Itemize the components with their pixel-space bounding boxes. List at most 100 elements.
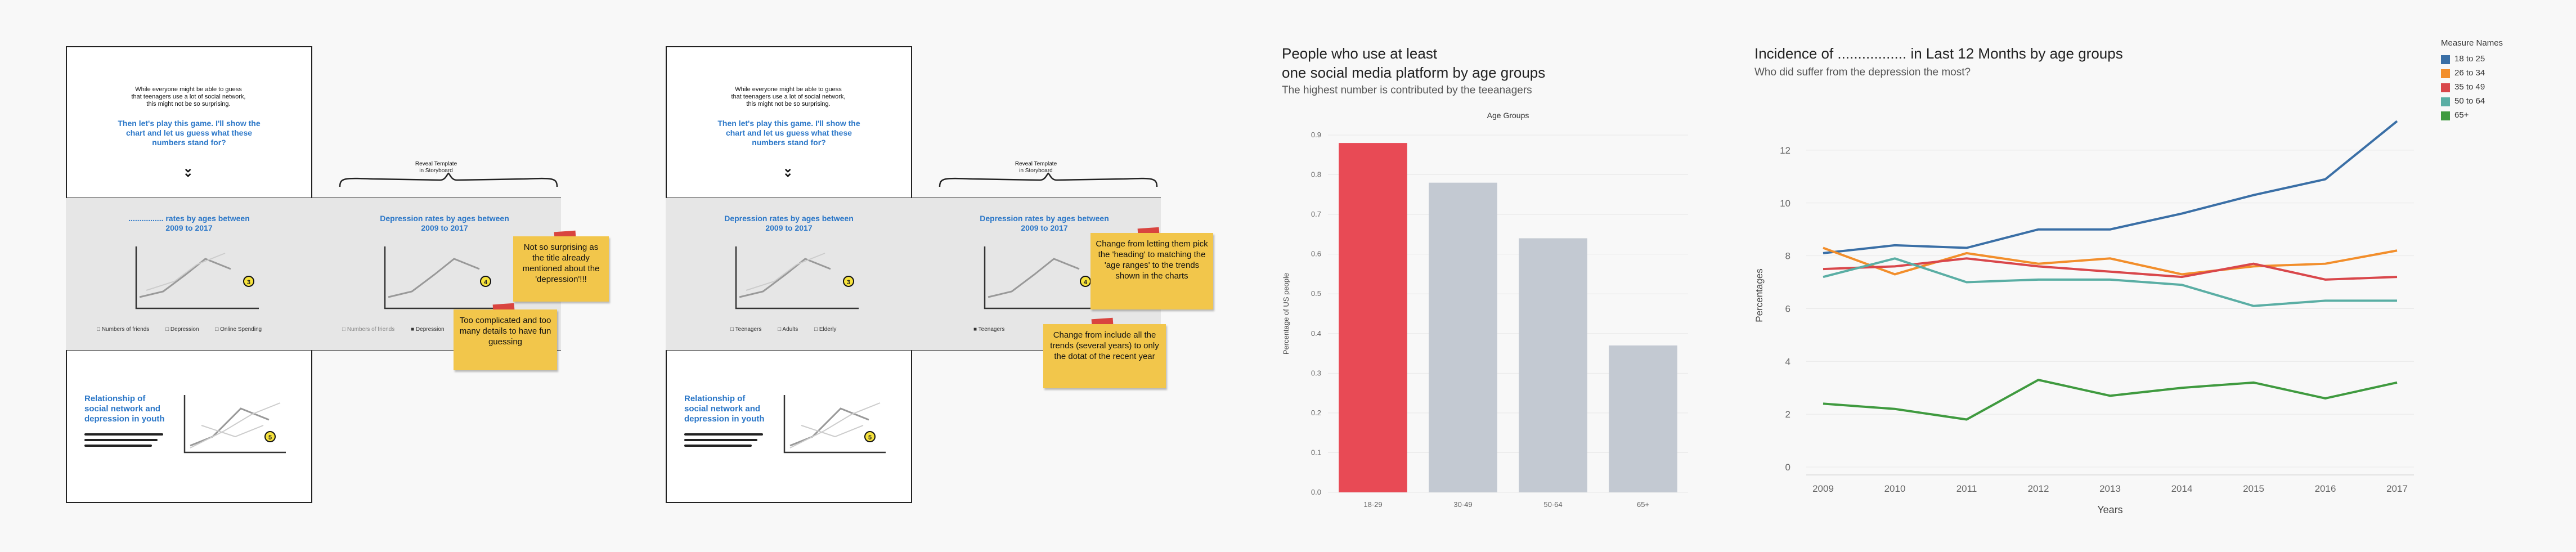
scribble-text <box>84 445 152 447</box>
x-tick-label: 30-49 <box>1453 500 1472 509</box>
y-axis-title: Percentage of US people <box>1282 273 1290 354</box>
x-tick-label: 50-64 <box>1543 500 1562 509</box>
y-tick-label: 0.4 <box>1311 329 1321 338</box>
y-tick-label: 0.3 <box>1311 369 1321 377</box>
chart-subtitle: The highest number is contributed by the… <box>1282 84 1532 96</box>
chevron-down-icon: ⌄ ⌄ <box>183 161 194 179</box>
line-chart: 0 2 4 6 8 10 12 2009 2010 2011 2012 2013 2014 2015 201… <box>1754 120 2414 515</box>
question-text: Then let's play this game. I'll show the… <box>717 119 860 147</box>
x-tick-label: 2014 <box>2171 483 2193 494</box>
panel-title: Depression rates by ages between 2009 to… <box>980 214 1109 232</box>
y-tick-label: 0.1 <box>1311 448 1321 456</box>
sticky-note: Change from include all the trends (seve… <box>1043 324 1166 388</box>
series-line <box>1823 257 2397 307</box>
legend-label: 65+ <box>2454 110 2469 120</box>
series-line <box>1823 120 2398 254</box>
y-tick-label: 0 <box>1785 462 1790 473</box>
x-tick-label: 2013 <box>2099 483 2121 494</box>
y-tick-label: 0.8 <box>1311 170 1321 179</box>
number-badge: 3 <box>843 276 854 287</box>
y-tick-label: 0.5 <box>1311 289 1321 298</box>
brace <box>939 172 1158 187</box>
y-tick-label: 2 <box>1785 409 1790 420</box>
bar <box>1609 345 1677 492</box>
chart-subtitle: Who did suffer from the depression the m… <box>1754 66 1971 78</box>
brace-label: Reveal Template in Storyboard <box>1015 161 1057 174</box>
legend-label: 50 to 64 <box>2454 96 2485 106</box>
x-axis-title: Age Groups <box>1487 111 1529 120</box>
y-axis-title: Percentages <box>1754 268 1765 322</box>
y-tick-label: 0.6 <box>1311 250 1321 258</box>
chart-title: People who use at least one social media… <box>1282 45 1546 81</box>
sketch-chart <box>984 246 1107 309</box>
brace <box>339 172 558 187</box>
legend-swatch <box>2441 69 2450 78</box>
x-tick-label: 2016 <box>2315 483 2336 494</box>
bar <box>1519 238 1587 492</box>
series-line <box>1823 257 2398 281</box>
sketch-chart <box>783 395 886 454</box>
legend-label: 26 to 34 <box>2454 68 2485 78</box>
y-tick-label: 6 <box>1785 303 1790 314</box>
series-line <box>1823 246 2398 276</box>
x-axis-title: Years <box>2097 504 2122 515</box>
x-tick-label: 2012 <box>2028 483 2049 494</box>
intro-text: While everyone might be able to guess th… <box>731 86 846 107</box>
relationship-title: Relationship of social network and depre… <box>84 394 165 424</box>
legend: □ Teenagers □ Adults □ Elderly <box>730 326 837 333</box>
sketch-chart <box>183 395 286 454</box>
relationship-title: Relationship of social network and depre… <box>684 394 765 424</box>
y-tick-label: 0.2 <box>1311 409 1321 417</box>
y-tick-label: 12 <box>1780 145 1790 156</box>
number-badge: 5 <box>264 431 276 442</box>
legend-swatch <box>2441 83 2450 92</box>
question-text: Then let's play this game. I'll show the… <box>118 119 261 147</box>
x-tick-label: 2011 <box>1956 483 1977 494</box>
sticky-note: Change from letting them pick the 'headi… <box>1090 233 1213 309</box>
legend-swatch <box>2441 55 2450 64</box>
panel-title: Depression rates by ages between 2009 to… <box>724 214 854 232</box>
x-tick-label: 2017 <box>2386 483 2408 494</box>
legend-title: Measure Names <box>2441 38 2503 48</box>
legend: □ Numbers of friends □ Depression □ Onli… <box>97 326 262 333</box>
brace-label: Reveal Template in Storyboard <box>415 161 457 174</box>
y-tick-label: 0.0 <box>1311 488 1321 496</box>
legend-swatch <box>2441 97 2450 106</box>
y-tick-label: 0.9 <box>1311 131 1321 139</box>
scribble-text <box>684 433 763 436</box>
x-tick-label: 2010 <box>1884 483 1906 494</box>
x-tick-label: 2015 <box>2243 483 2264 494</box>
scribble-text <box>684 445 752 447</box>
y-tick-label: 8 <box>1785 251 1790 262</box>
legend: Measure Names 18 to 25 26 to 34 35 to 49 50… <box>2441 38 2565 140</box>
bar-chart: Age Groups 0.0 0.1 0.2 0.3 0.4 0.5 0.6 0.7 0.8 0.9… <box>1282 111 1688 509</box>
scribble-text <box>684 439 757 441</box>
sketch-chart <box>735 246 859 309</box>
x-tick-label: 65+ <box>1637 500 1649 509</box>
chevron-down-icon: ⌄ ⌄ <box>783 161 793 179</box>
sticky-note: Too complicated and too many details to … <box>454 309 557 370</box>
panel-title: ................ rates by ages between 2… <box>128 214 250 232</box>
intro-text: While everyone might be able to guess th… <box>131 86 246 107</box>
y-tick-label: 0.7 <box>1311 210 1321 218</box>
number-badge: 5 <box>864 431 876 442</box>
y-tick-label: 4 <box>1785 356 1790 367</box>
x-tick-label: 18-29 <box>1363 500 1382 509</box>
sticky-note: Not so surprising as the title already m… <box>513 236 609 302</box>
x-tick-label: 2009 <box>1812 483 1834 494</box>
legend-label: 35 to 49 <box>2454 82 2485 92</box>
sketch-chart <box>384 246 508 309</box>
scribble-text <box>84 433 163 436</box>
legend-label: 18 to 25 <box>2454 54 2485 64</box>
sketch-chart <box>135 246 259 309</box>
y-tick-label: 10 <box>1780 198 1790 209</box>
number-badge: 4 <box>1080 276 1091 287</box>
series-line <box>1823 379 2398 421</box>
panel-title: Depression rates by ages between 2009 to… <box>380 214 509 232</box>
legend: □ Numbers of friends ■ Depression <box>342 326 445 333</box>
legend-swatch <box>2441 111 2450 120</box>
legend: ■ Teenagers <box>973 326 1005 333</box>
number-badge: 4 <box>480 276 491 287</box>
scribble-text <box>84 439 158 441</box>
bar <box>1429 182 1497 492</box>
